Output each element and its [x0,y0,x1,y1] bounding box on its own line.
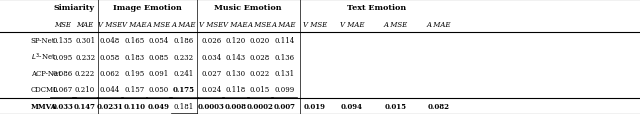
Text: 0.143: 0.143 [225,53,246,61]
Text: A MAE: A MAE [272,21,296,28]
Text: 0.026: 0.026 [201,37,221,45]
Text: SP-Net: SP-Net [31,37,55,45]
Text: 0.049: 0.049 [148,102,170,110]
Text: Music Emotion: Music Emotion [214,4,282,12]
Text: 0.157: 0.157 [124,86,145,93]
Text: 0.147: 0.147 [74,102,96,110]
Text: 0.091: 0.091 [148,69,169,77]
Text: A MSE: A MSE [383,21,408,28]
Text: MSE: MSE [54,21,71,28]
Text: 0.022: 0.022 [250,69,270,77]
Text: 0.135: 0.135 [52,37,73,45]
Text: MAE: MAE [77,21,93,28]
Text: Text Emotion: Text Emotion [348,4,406,12]
Text: 0.050: 0.050 [148,86,169,93]
Text: 0.195: 0.195 [124,69,145,77]
Text: 0.181: 0.181 [173,102,194,110]
Text: 0.027: 0.027 [201,69,221,77]
Text: 0.020: 0.020 [250,37,270,45]
Text: V MAE: V MAE [340,21,364,28]
Text: 0.019: 0.019 [304,102,326,110]
Text: 0.301: 0.301 [75,37,95,45]
Text: 0.007: 0.007 [273,102,295,110]
Text: 0.095: 0.095 [52,53,73,61]
Text: A MSE: A MSE [248,21,272,28]
Text: 0.094: 0.094 [341,102,363,110]
Text: 0.136: 0.136 [274,53,294,61]
Text: 0.028: 0.028 [250,53,270,61]
Text: 0.0002: 0.0002 [246,102,273,110]
Text: 0.086: 0.086 [52,69,73,77]
Text: 0.034: 0.034 [201,53,221,61]
Text: ACP-Net: ACP-Net [31,69,61,77]
Text: 0.110: 0.110 [124,102,145,110]
Text: 0.210: 0.210 [75,86,95,93]
Text: 0.130: 0.130 [225,69,246,77]
Text: 0.058: 0.058 [100,53,120,61]
Text: 0.015: 0.015 [385,102,406,110]
Text: 0.186: 0.186 [173,37,194,45]
Text: 0.067: 0.067 [52,86,73,93]
Text: 0.099: 0.099 [274,86,294,93]
Text: 0.232: 0.232 [173,53,194,61]
Text: Simiarity: Simiarity [53,4,95,12]
Text: 0.114: 0.114 [274,37,294,45]
Text: 0.044: 0.044 [100,86,120,93]
Text: 0.222: 0.222 [75,69,95,77]
Text: 0.054: 0.054 [148,37,169,45]
Text: 0.165: 0.165 [124,37,145,45]
Text: 0.085: 0.085 [148,53,169,61]
Text: 0.015: 0.015 [250,86,270,93]
Text: A MSE: A MSE [147,21,171,28]
Text: 0.024: 0.024 [201,86,221,93]
Text: 0.0003: 0.0003 [198,102,225,110]
Text: V MSE: V MSE [98,21,122,28]
Text: 0.033: 0.033 [52,102,74,110]
Text: CDCML: CDCML [31,86,58,93]
Text: 0.241: 0.241 [173,69,194,77]
Text: 0.232: 0.232 [75,53,95,61]
Text: V MSE: V MSE [303,21,327,28]
Text: V MSE: V MSE [199,21,223,28]
Text: V MAE: V MAE [223,21,248,28]
Text: 0.008: 0.008 [225,102,246,110]
Text: A MAE: A MAE [427,21,451,28]
Text: 0.048: 0.048 [100,37,120,45]
Text: 0.062: 0.062 [100,69,120,77]
Text: MMVA: MMVA [31,102,57,110]
Text: A MAE: A MAE [172,21,196,28]
Text: 0.183: 0.183 [124,53,145,61]
Text: $L^3$-Net: $L^3$-Net [31,51,56,63]
Text: 0.118: 0.118 [225,86,246,93]
Text: 0.0231: 0.0231 [97,102,124,110]
Text: 0.120: 0.120 [225,37,246,45]
Text: 0.175: 0.175 [173,86,195,93]
Text: 0.082: 0.082 [428,102,450,110]
Text: Image Emotion: Image Emotion [113,4,181,12]
Text: 0.131: 0.131 [274,69,294,77]
Text: V MAE: V MAE [122,21,147,28]
